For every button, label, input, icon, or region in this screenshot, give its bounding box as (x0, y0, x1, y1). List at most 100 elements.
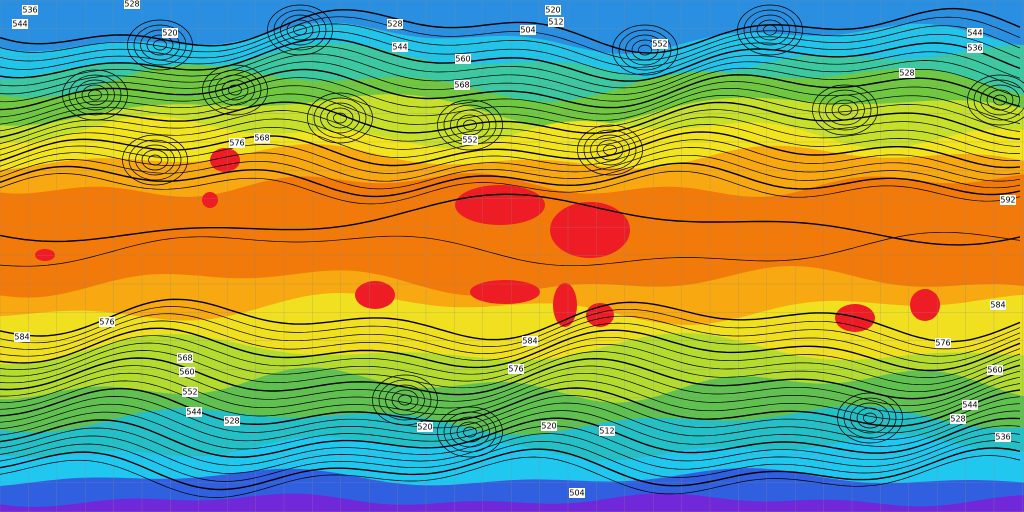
contour-label: 568 (177, 354, 192, 363)
contour-line (0, 109, 1021, 147)
contour-label: 544 (12, 20, 27, 29)
contour-label: 536 (22, 6, 37, 15)
vortex-ring (88, 89, 102, 101)
label-box (967, 28, 983, 38)
label-box (950, 414, 966, 424)
contour-line (0, 154, 1021, 190)
contour-label: 520 (541, 422, 556, 431)
vortex-ring (443, 411, 497, 453)
contour-line (0, 53, 1021, 95)
contour-label: 520 (545, 6, 560, 15)
label-box (995, 432, 1011, 442)
label-box (12, 19, 28, 29)
contour-line (0, 357, 1021, 400)
vortex-ring (973, 79, 1024, 121)
contour-line (0, 447, 1021, 491)
label-box (229, 138, 245, 148)
label-box (387, 19, 403, 29)
vortex-ring (625, 34, 665, 66)
vortex-ring (763, 24, 777, 36)
contour-line (0, 425, 1021, 466)
label-box (935, 338, 951, 348)
vortex-ring (456, 421, 484, 443)
contour-label: 552 (462, 136, 477, 145)
vortex-ring (750, 14, 790, 46)
contour-line (0, 365, 1021, 406)
label-box (177, 353, 193, 363)
vortex-ring (837, 392, 903, 444)
contour-line (0, 231, 1021, 267)
contour-line (0, 147, 1021, 182)
contour-line (0, 45, 1021, 89)
contour-line (0, 77, 1021, 118)
contour-label: 536 (967, 44, 982, 53)
label-box (124, 0, 140, 9)
vortex-ring (838, 104, 852, 116)
contour-line (0, 116, 1020, 154)
label-box (522, 336, 538, 346)
vortex-ring (307, 92, 373, 144)
contour-label: 560 (455, 55, 470, 64)
vortex-ring (631, 39, 659, 61)
vortex-ring (618, 29, 672, 71)
vortex-ring (326, 107, 354, 129)
vortex-ring (215, 74, 255, 106)
label-box (545, 5, 561, 15)
vortex-ring (437, 99, 503, 151)
vortex-ring (208, 69, 262, 111)
hot-spot (35, 249, 55, 261)
label-box (987, 365, 1003, 375)
contour-line (0, 162, 1021, 198)
vortex-ring (75, 79, 115, 111)
vortex-ring (596, 139, 624, 161)
label-box (14, 332, 30, 342)
vortex-ring (68, 74, 122, 116)
contour-label: 576 (99, 318, 114, 327)
vortex-ring (612, 24, 678, 76)
contour-line (0, 327, 1021, 372)
hot-spot (210, 148, 240, 172)
contour-label: 512 (599, 427, 614, 436)
vortex-ring (450, 416, 490, 448)
vortex-ring (737, 4, 803, 56)
contour-line (0, 417, 1021, 458)
contour-labels: 536 528 544 520 528 544 520 512 504 552 528 544 536 5… (12, 0, 1016, 498)
contour-label: 568 (254, 134, 269, 143)
contours (0, 4, 1024, 498)
vortex-ring (273, 9, 327, 51)
contour-label: 544 (392, 43, 407, 52)
contour-label: 544 (186, 408, 201, 417)
contour-line (0, 387, 1021, 427)
vortex-ring (577, 124, 643, 176)
vortex-ring (437, 406, 503, 458)
contour-line (0, 170, 1021, 205)
vortex-ring (127, 19, 193, 71)
contour-line (0, 85, 1021, 125)
vortex-ring (463, 119, 477, 131)
contour-label: 584 (990, 301, 1005, 310)
label-box (455, 54, 471, 64)
contour-line (0, 193, 1021, 246)
contour-line (0, 455, 1021, 498)
label-box (454, 80, 470, 90)
contour-line (0, 124, 1021, 161)
label-box (967, 43, 983, 53)
contour-label: 520 (162, 29, 177, 38)
contour-label: 576 (229, 139, 244, 148)
vortex-ring (825, 94, 865, 126)
vortex-ring (398, 394, 412, 406)
label-box (162, 28, 178, 38)
vortex-ring (81, 84, 109, 106)
label-box (417, 422, 433, 432)
label-box (179, 367, 195, 377)
vortex-ring (333, 112, 347, 124)
contour-label: 576 (935, 339, 950, 348)
contour-line (0, 372, 1021, 413)
vortex-ring (603, 144, 617, 156)
vortex-ring (967, 74, 1024, 126)
vortex-ring (146, 34, 174, 56)
vortex-ring (756, 19, 784, 41)
label-box (569, 488, 585, 498)
contour-label: 552 (652, 40, 667, 49)
